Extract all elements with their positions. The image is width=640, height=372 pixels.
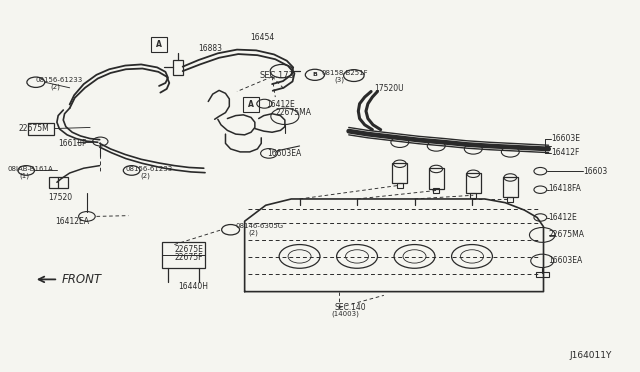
Bar: [150, 37, 168, 52]
Text: B: B: [312, 72, 317, 77]
Text: 08156-61233: 08156-61233: [125, 166, 172, 172]
Bar: [536, 272, 548, 277]
Bar: [173, 60, 183, 75]
Text: 22675E: 22675E: [174, 245, 204, 254]
Text: 08IAB-B161A: 08IAB-B161A: [7, 166, 53, 172]
Bar: [49, 177, 68, 188]
Text: 17520: 17520: [49, 193, 73, 202]
Text: FRONT: FRONT: [61, 273, 101, 286]
Text: 17520U: 17520U: [374, 84, 404, 93]
Text: (2): (2): [140, 172, 150, 179]
Text: (1): (1): [20, 172, 30, 179]
Text: SEC.140: SEC.140: [334, 303, 365, 312]
Text: 08146-6305G: 08146-6305G: [236, 223, 284, 229]
Text: 22675M: 22675M: [19, 124, 49, 133]
Text: 22675MA: 22675MA: [548, 230, 584, 240]
Bar: [466, 173, 481, 193]
Text: SEC.173: SEC.173: [259, 71, 294, 80]
Text: (2): (2): [51, 83, 60, 90]
Text: 22675F: 22675F: [174, 253, 203, 262]
Text: 16454: 16454: [250, 33, 274, 42]
Text: A: A: [248, 100, 254, 109]
Text: 16440H: 16440H: [178, 282, 208, 291]
Text: 16412E: 16412E: [266, 100, 294, 109]
Text: 08156-61233: 08156-61233: [36, 77, 83, 83]
Bar: [243, 97, 259, 112]
Bar: [28, 123, 54, 135]
Bar: [507, 197, 513, 202]
Text: 16418FA: 16418FA: [548, 185, 582, 193]
Text: (3): (3): [334, 76, 344, 83]
Text: 16603EA: 16603EA: [268, 149, 302, 158]
Bar: [392, 163, 408, 183]
Text: 22675MA: 22675MA: [275, 108, 311, 117]
Bar: [397, 183, 403, 188]
Text: 16412E: 16412E: [548, 213, 577, 222]
Text: 16412F: 16412F: [551, 148, 580, 157]
Bar: [502, 177, 518, 197]
Text: 16883: 16883: [198, 44, 223, 53]
Bar: [162, 241, 205, 268]
Text: A: A: [156, 40, 162, 49]
Text: 16603EA: 16603EA: [548, 256, 583, 265]
Text: 08158-B251F: 08158-B251F: [322, 70, 369, 76]
Text: 16603: 16603: [583, 167, 607, 176]
Text: 16603E: 16603E: [551, 134, 580, 143]
Bar: [470, 193, 476, 198]
Text: (2): (2): [248, 229, 259, 235]
Bar: [433, 188, 440, 193]
Text: 16412EA: 16412EA: [55, 217, 89, 226]
Text: 16618P: 16618P: [58, 139, 87, 148]
Text: (14003): (14003): [332, 311, 360, 317]
Text: J164011Y: J164011Y: [569, 351, 611, 360]
Bar: [429, 168, 444, 189]
